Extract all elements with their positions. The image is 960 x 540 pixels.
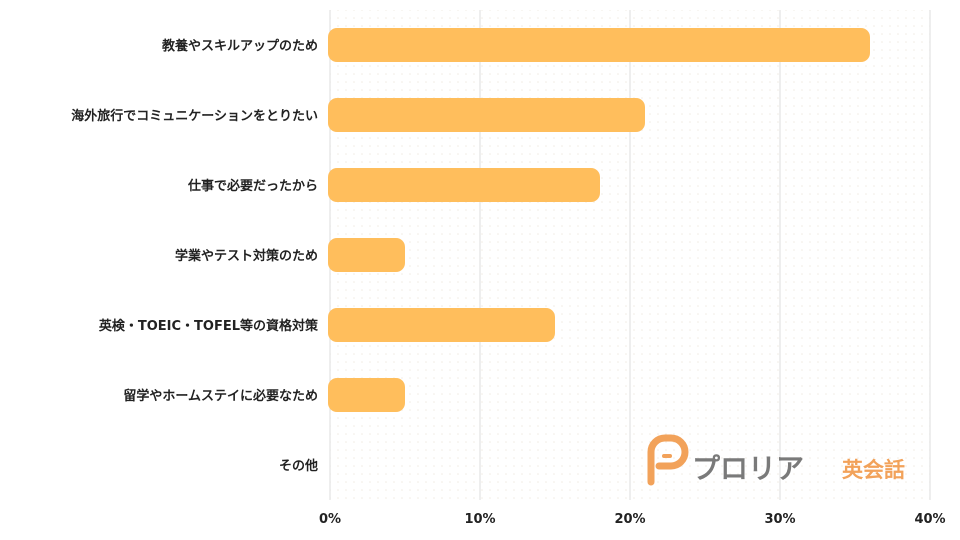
bar — [328, 308, 555, 342]
category-label: 留学やホームステイに必要なため — [123, 388, 318, 404]
x-tick-label: 10% — [464, 512, 495, 527]
category-label: その他 — [279, 458, 318, 474]
category-label: 海外旅行でコミュニケーションをとりたい — [71, 108, 318, 124]
p-logo-icon — [647, 434, 689, 486]
x-tick-labels: 0% 10% 20% 30% 40% — [319, 512, 946, 527]
bar — [328, 98, 645, 132]
bar — [328, 378, 405, 412]
logo-name: プロリア — [692, 452, 804, 485]
logo-suffix: 英会話 — [842, 458, 905, 482]
x-tick-label: 20% — [614, 512, 645, 527]
bars — [328, 28, 870, 412]
grid-lines — [329, 10, 931, 500]
category-label: 教養やスキルアップのため — [161, 38, 318, 54]
category-label: 英検・TOEIC・TOFEL等の資格対策 — [98, 318, 319, 334]
bar — [328, 238, 405, 272]
x-tick-label: 0% — [319, 512, 341, 527]
category-labels: 教養やスキルアップのため海外旅行でコミュニケーションをとりたい仕事で必要だったか… — [71, 38, 319, 474]
category-label: 学業やテスト対策のため — [175, 248, 318, 264]
x-tick-label: 30% — [764, 512, 795, 527]
category-label: 仕事で必要だったから — [187, 178, 318, 194]
bar — [328, 168, 600, 202]
brand-logo: プロリア 英会話 — [647, 434, 905, 486]
bar — [328, 28, 870, 62]
x-tick-label: 40% — [914, 512, 945, 527]
